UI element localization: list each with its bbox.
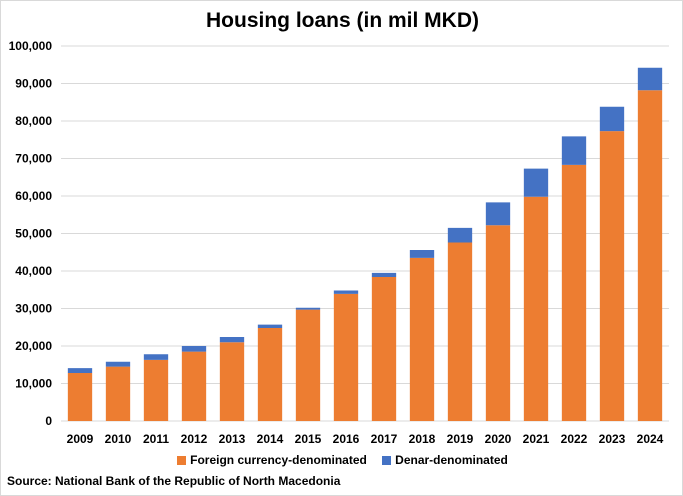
x-tick-label: 2012 [181, 432, 208, 446]
bar-foreign-currency [637, 90, 663, 421]
bar-foreign-currency [447, 242, 473, 421]
x-tick-label: 2016 [333, 432, 360, 446]
bar-foreign-currency [371, 277, 397, 421]
bar-denar [181, 346, 207, 352]
x-tick-label: 2009 [67, 432, 94, 446]
bar-foreign-currency [485, 225, 511, 421]
x-tick-label: 2021 [523, 432, 550, 446]
legend-swatch-denar [382, 455, 392, 465]
bar-denar [561, 136, 587, 165]
bar-denar [105, 361, 131, 367]
bar-denar [447, 227, 473, 243]
y-tick-label: 100,000 [9, 39, 53, 53]
bar-foreign-currency [295, 309, 321, 421]
y-tick-label: 70,000 [15, 152, 52, 166]
x-tick-label: 2019 [447, 432, 474, 446]
bar-denar [143, 354, 169, 360]
y-tick-label: 20,000 [15, 339, 52, 353]
y-tick-label: 40,000 [15, 264, 52, 278]
legend-label-denar: Denar-denominated [395, 453, 508, 467]
bar-foreign-currency [105, 366, 131, 421]
bar-foreign-currency [523, 196, 549, 421]
legend-item-denar: Denar-denominated [382, 453, 508, 467]
bar-denar [67, 368, 93, 373]
x-tick-label: 2010 [105, 432, 132, 446]
bar-denar [485, 202, 511, 226]
bar-denar [637, 67, 663, 91]
y-axis-ticks: 0 10,000 20,000 30,000 40,000 50,000 60,000 70,… [9, 39, 53, 428]
y-tick-label: 30,000 [15, 302, 52, 316]
bar-denar [219, 337, 245, 343]
x-tick-label: 2014 [257, 432, 284, 446]
x-tick-label: 2023 [599, 432, 626, 446]
x-tick-label: 2015 [295, 432, 322, 446]
source-note: Source: National Bank of the Republic of… [7, 474, 341, 488]
legend-swatch-foreign [177, 455, 187, 465]
legend-label-foreign: Foreign currency-denominated [190, 453, 367, 467]
legend: Foreign currency-denominated Denar-denom… [1, 453, 683, 468]
y-tick-label: 60,000 [15, 189, 52, 203]
bar-denar [599, 106, 625, 132]
bar-foreign-currency [181, 351, 207, 421]
chart-title: Housing loans (in mil MKD) [206, 9, 479, 32]
y-tick-label: 90,000 [15, 77, 52, 91]
y-tick-label: 0 [45, 414, 52, 428]
bar-foreign-currency [67, 373, 93, 421]
bar-foreign-currency [219, 342, 245, 421]
y-tick-label: 10,000 [15, 377, 52, 391]
x-tick-label: 2020 [485, 432, 512, 446]
bar-denar [523, 168, 549, 197]
x-tick-label: 2013 [219, 432, 246, 446]
bar-denar [333, 290, 359, 294]
bar-chart: 0 10,000 20,000 30,000 40,000 50,000 60,000 70,… [9, 39, 669, 446]
bar-foreign-currency [257, 328, 283, 421]
bars [67, 67, 663, 421]
x-tick-label: 2018 [409, 432, 436, 446]
bar-foreign-currency [409, 257, 435, 421]
x-tick-label: 2024 [637, 432, 664, 446]
x-tick-label: 2011 [143, 432, 169, 446]
bar-denar [409, 250, 435, 258]
bar-foreign-currency [143, 359, 169, 421]
x-axis-ticks: 2009 2010 2011 2012 2013 2014 2015 2016 2017 2018… [67, 432, 664, 446]
y-tick-label: 50,000 [15, 227, 52, 241]
bar-foreign-currency [561, 164, 587, 421]
bar-denar [295, 307, 321, 310]
bar-denar [257, 324, 283, 328]
x-tick-label: 2017 [371, 432, 398, 446]
y-tick-label: 80,000 [15, 114, 52, 128]
bar-denar [371, 272, 397, 277]
bar-foreign-currency [333, 293, 359, 421]
bar-foreign-currency [599, 131, 625, 421]
x-tick-label: 2022 [561, 432, 588, 446]
legend-item-foreign: Foreign currency-denominated [177, 453, 367, 467]
